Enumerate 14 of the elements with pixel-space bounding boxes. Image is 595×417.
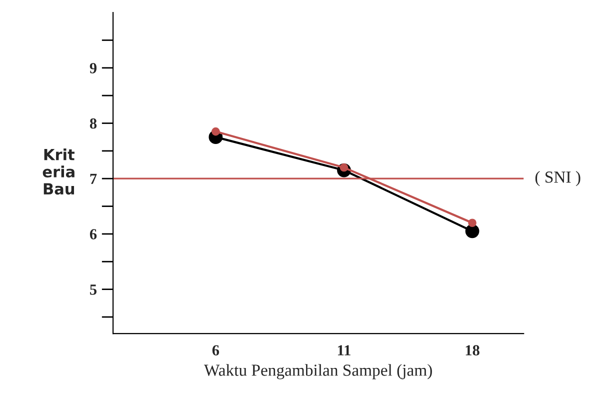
y-tick-label: 6 [90,229,97,240]
y-tick-label: 7 [90,174,97,184]
x-tick-label: 18 [466,345,480,356]
y-tick-label: 9 [90,63,97,74]
ref-line-label: ( SNI ) [535,171,580,186]
x-axis-title: Waktu Pengambilan Sampel (jam) [204,364,432,380]
point [465,224,480,238]
point [212,127,220,136]
y-tick-label: 5 [90,284,97,295]
x-tick-label: 11 [338,345,350,356]
y-tick-label: 8 [90,118,97,129]
point [468,218,476,228]
y-axis-title: Krit eria Bau [42,148,74,195]
x-tick-label: 6 [212,345,220,356]
